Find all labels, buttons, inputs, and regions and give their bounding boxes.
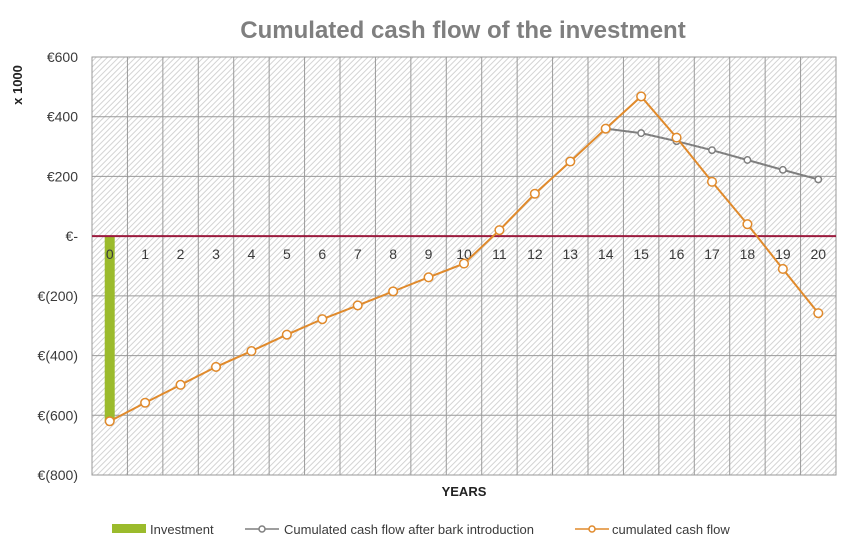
legend-swatch-investment [112,524,146,533]
y-tick-label: €- [66,228,79,244]
data-point [529,188,540,199]
data-point [246,346,257,357]
x-tick-label: 20 [810,246,826,262]
bar-series [104,236,115,422]
x-tick-label: 18 [740,246,756,262]
data-point [210,361,222,372]
legend-label: Cumulated cash flow after bark introduct… [284,522,534,537]
data-point [423,272,434,283]
y-tick-label: €(600) [38,407,78,423]
x-tick-label: 15 [633,246,649,262]
data-point [778,165,787,174]
data-point [281,329,292,340]
y-axis-label: x 1000 [10,65,25,105]
data-point [813,308,824,319]
data-point [706,176,718,187]
data-point [458,258,470,269]
legend-swatch-marker [258,525,266,533]
x-tick-label: 12 [527,246,543,262]
x-tick-label: 11 [492,246,507,262]
gridlines [92,56,836,476]
legend-label: Investment [150,522,214,537]
data-point [317,314,328,325]
data-point [104,416,115,427]
x-tick-label: 17 [704,246,720,262]
y-tick-label: €200 [47,168,78,184]
data-point [175,379,186,390]
chart-title: Cumulated cash flow of the investment [240,17,685,44]
data-point [636,91,647,102]
legend-swatch-marker [588,525,596,533]
data-point [743,156,752,164]
x-tick-label: 5 [283,246,291,262]
x-tick-label: 7 [354,246,362,262]
data-point [814,175,823,184]
x-tick-label: 9 [425,246,433,262]
x-axis-label: YEARS [442,484,487,499]
x-tick-label: 1 [141,246,149,262]
x-tick-label: 10 [456,246,472,262]
y-tick-label: €400 [47,109,78,125]
x-tick-labels: 0 1 2 3 4 5 6 7 8 9 10 11 12 13 14 15 16 17 18 19 20 [106,246,826,262]
y-tick-label: €(800) [38,467,78,483]
legend: Investment Cumulated cash flow after bark… [112,522,730,537]
x-tick-label: 8 [389,246,397,262]
y-tick-label: €600 [47,49,78,65]
data-point [494,225,505,236]
x-tick-label: 13 [562,246,578,262]
x-tick-label: 3 [212,246,220,262]
data-point [600,123,611,134]
y-tick-label: €(400) [38,348,78,364]
data-point [565,156,576,167]
y-tick-labels: €600 €400 €200 €- €(200) €(400) €(600) €(800) [38,49,79,483]
data-point [388,286,399,297]
bar-investment [104,236,115,422]
line-series [104,91,824,427]
data-point [777,263,788,275]
x-tick-label: 19 [775,246,791,262]
data-point [140,397,151,408]
data-point [352,300,363,311]
x-tick-label: 14 [598,246,614,262]
legend-label: cumulated cash flow [612,522,730,537]
x-tick-label: 6 [318,246,326,262]
data-point [708,146,716,155]
data-point [671,132,682,143]
data-point [742,219,753,230]
x-tick-label: 0 [106,246,114,262]
x-tick-label: 2 [177,246,185,262]
y-tick-label: €(200) [38,288,78,304]
x-tick-label: 4 [248,246,256,262]
x-tick-label: 16 [669,246,685,262]
data-point [637,129,646,138]
